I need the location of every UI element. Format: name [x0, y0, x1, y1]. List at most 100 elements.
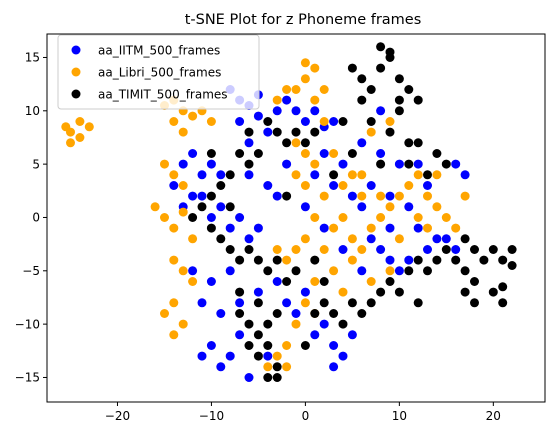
- data-point: [310, 255, 320, 265]
- data-point: [169, 181, 179, 190]
- data-point: [366, 234, 376, 244]
- data-point: [282, 95, 292, 105]
- data-point: [272, 277, 282, 286]
- data-point: [413, 159, 423, 169]
- data-point: [423, 266, 432, 276]
- data-point: [460, 170, 470, 180]
- data-point: [329, 362, 339, 372]
- data-point: [338, 117, 348, 126]
- data-point: [319, 223, 329, 233]
- data-point: [188, 266, 198, 276]
- data-point: [206, 159, 216, 169]
- data-point: [244, 341, 254, 350]
- data-point: [178, 127, 188, 137]
- data-point: [282, 138, 292, 148]
- data-point: [366, 277, 376, 286]
- data-point: [188, 234, 198, 244]
- axes-layer: −20 −10 0 10 20 −15 −10 −5 0 5 10 15: [15, 33, 546, 423]
- data-point: [319, 117, 329, 126]
- data-point: [206, 213, 216, 222]
- data-point: [235, 309, 245, 318]
- data-point: [272, 127, 282, 137]
- x-tick-label: 0: [302, 409, 310, 423]
- data-point: [329, 309, 339, 318]
- data-point: [432, 170, 442, 180]
- data-point: [451, 245, 461, 254]
- data-point: [253, 287, 263, 297]
- x-tick-label: 20: [486, 409, 501, 423]
- data-point: [338, 319, 348, 329]
- data-point: [498, 282, 508, 292]
- data-point: [394, 266, 404, 276]
- data-point: [300, 117, 310, 126]
- data-point: [507, 245, 517, 254]
- data-point: [272, 106, 282, 116]
- data-point: [150, 202, 160, 212]
- data-point: [188, 191, 198, 201]
- data-point: [460, 191, 470, 201]
- data-point: [197, 298, 207, 308]
- y-tick-label: 5: [32, 157, 40, 171]
- series-1: [61, 58, 470, 372]
- data-point: [253, 255, 263, 265]
- data-point: [300, 341, 310, 350]
- data-point: [300, 298, 310, 308]
- data-point: [291, 319, 301, 329]
- data-point: [441, 234, 451, 244]
- data-point: [263, 351, 273, 361]
- data-point: [404, 255, 414, 265]
- data-point: [347, 234, 357, 244]
- data-point: [498, 255, 508, 265]
- data-point: [188, 111, 198, 121]
- data-point: [329, 117, 339, 126]
- data-point: [394, 287, 404, 297]
- data-point: [169, 255, 179, 265]
- data-point: [366, 117, 376, 126]
- data-point: [291, 309, 301, 318]
- data-point: [441, 159, 451, 169]
- data-point: [460, 287, 470, 297]
- data-point: [329, 266, 339, 276]
- data-point: [366, 298, 376, 308]
- data-point: [310, 170, 320, 180]
- data-point: [432, 234, 442, 244]
- data-point: [376, 191, 386, 201]
- data-point: [253, 351, 263, 361]
- data-point: [225, 351, 235, 361]
- data-point: [282, 362, 292, 372]
- data-point: [385, 47, 395, 57]
- data-point: [235, 213, 245, 222]
- data-point: [310, 159, 320, 169]
- data-point: [244, 138, 254, 148]
- data-point: [338, 181, 348, 190]
- data-point: [197, 202, 207, 212]
- y-tick-label: 15: [25, 51, 40, 65]
- data-point: [244, 245, 254, 254]
- data-point: [470, 298, 479, 308]
- data-point: [300, 234, 310, 244]
- data-point: [291, 138, 301, 148]
- data-point: [338, 287, 348, 297]
- data-point: [432, 255, 442, 265]
- legend-marker-iitm: [71, 45, 81, 55]
- data-point: [347, 170, 357, 180]
- data-point: [197, 170, 207, 180]
- data-point: [206, 223, 216, 233]
- data-point: [235, 149, 245, 158]
- data-point: [253, 330, 263, 340]
- data-point: [376, 149, 386, 158]
- data-point: [451, 223, 461, 233]
- data-point: [282, 85, 292, 94]
- data-point: [423, 245, 432, 254]
- data-point: [338, 159, 348, 169]
- y-tick-label: −10: [15, 317, 40, 331]
- data-point: [357, 202, 367, 212]
- data-point: [441, 245, 451, 254]
- data-point: [225, 202, 235, 212]
- data-point: [206, 191, 216, 201]
- data-point: [319, 149, 329, 158]
- data-point: [357, 245, 367, 254]
- data-point: [263, 362, 273, 372]
- data-point: [197, 351, 207, 361]
